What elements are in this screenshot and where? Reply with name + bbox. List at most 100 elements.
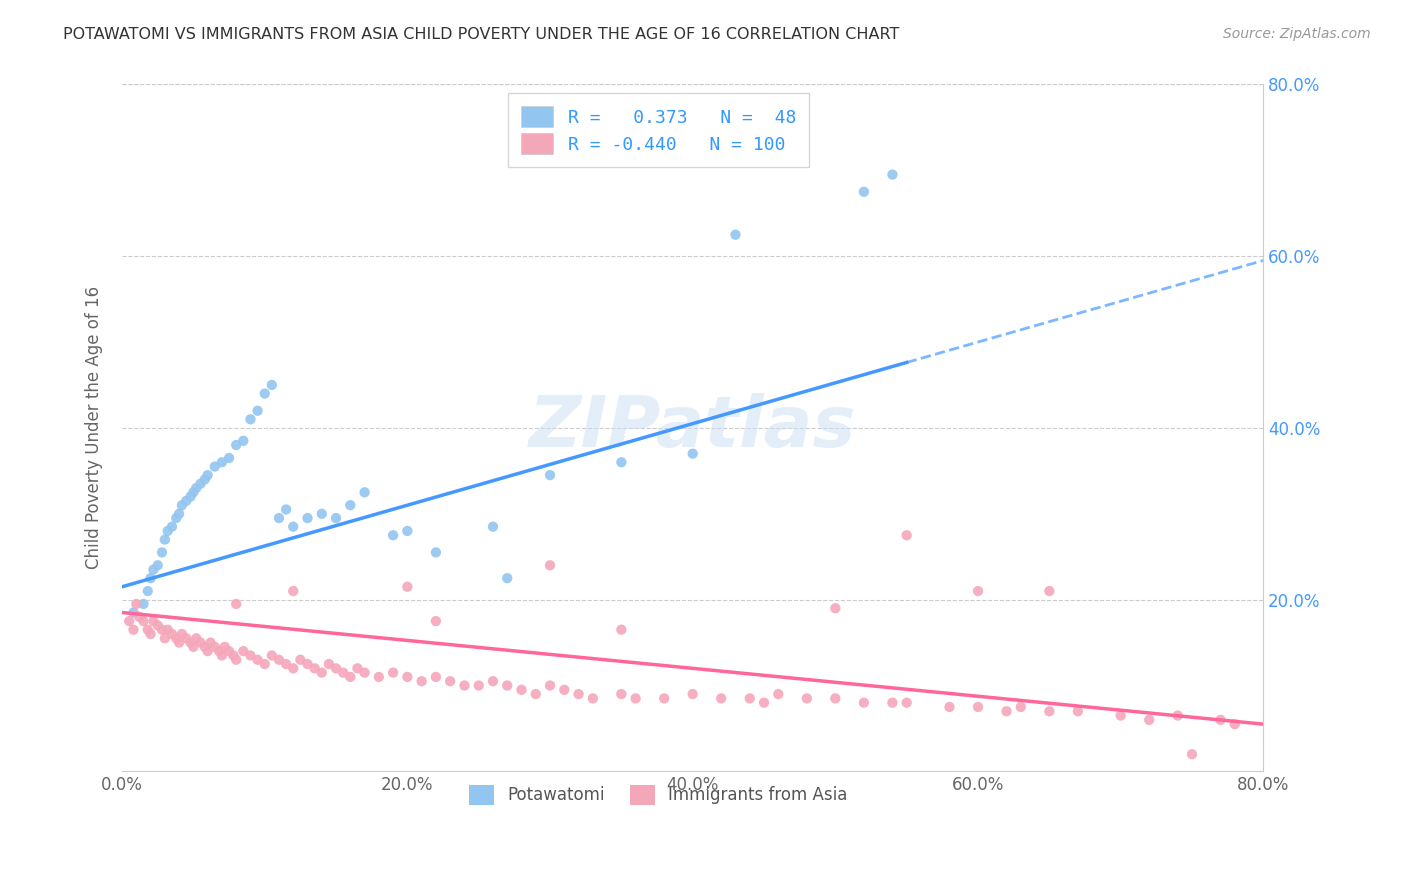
Point <box>538 468 561 483</box>
Point <box>824 691 846 706</box>
Point <box>339 498 361 512</box>
Point <box>211 455 233 469</box>
Point <box>156 524 179 538</box>
Point <box>153 533 176 547</box>
Point <box>353 485 375 500</box>
Point <box>311 507 333 521</box>
Point <box>218 644 240 658</box>
Point <box>208 644 231 658</box>
Point <box>174 494 197 508</box>
Point <box>225 597 247 611</box>
Point <box>165 632 187 646</box>
Point <box>967 584 990 599</box>
Point <box>190 476 212 491</box>
Point <box>425 670 447 684</box>
Point <box>1067 704 1090 718</box>
Point <box>142 563 165 577</box>
Point <box>896 528 918 542</box>
Point <box>156 623 179 637</box>
Point <box>318 657 340 671</box>
Point <box>425 545 447 559</box>
Point <box>180 490 202 504</box>
Point <box>624 691 647 706</box>
Point <box>752 696 775 710</box>
Point <box>122 606 145 620</box>
Point <box>439 674 461 689</box>
Point <box>253 386 276 401</box>
Point <box>146 558 169 573</box>
Point <box>339 670 361 684</box>
Point <box>204 640 226 654</box>
Point <box>796 691 818 706</box>
Point <box>225 653 247 667</box>
Legend: Potawatomi, Immigrants from Asia: Potawatomi, Immigrants from Asia <box>460 775 858 814</box>
Point <box>197 468 219 483</box>
Point <box>260 378 283 392</box>
Point <box>538 558 561 573</box>
Point <box>165 511 187 525</box>
Point <box>222 648 245 663</box>
Point <box>204 459 226 474</box>
Point <box>136 623 159 637</box>
Point <box>139 571 162 585</box>
Point <box>411 674 433 689</box>
Point <box>332 665 354 680</box>
Point <box>170 627 193 641</box>
Point <box>367 670 389 684</box>
Point <box>136 584 159 599</box>
Point <box>610 455 633 469</box>
Point <box>167 507 190 521</box>
Point <box>170 498 193 512</box>
Point <box>1181 747 1204 762</box>
Point <box>218 450 240 465</box>
Point <box>160 519 183 533</box>
Point <box>186 632 208 646</box>
Point <box>194 640 217 654</box>
Point <box>153 632 176 646</box>
Point <box>132 597 155 611</box>
Point <box>239 648 262 663</box>
Point <box>167 635 190 649</box>
Point <box>682 687 704 701</box>
Point <box>738 691 761 706</box>
Y-axis label: Child Poverty Under the Age of 16: Child Poverty Under the Age of 16 <box>86 286 103 569</box>
Point <box>160 627 183 641</box>
Point <box>710 691 733 706</box>
Point <box>211 648 233 663</box>
Point <box>1038 584 1060 599</box>
Point <box>610 687 633 701</box>
Point <box>267 511 290 525</box>
Point <box>283 584 305 599</box>
Point <box>882 696 904 710</box>
Point <box>128 610 150 624</box>
Point <box>122 623 145 637</box>
Point <box>682 447 704 461</box>
Point <box>382 528 405 542</box>
Text: POTAWATOMI VS IMMIGRANTS FROM ASIA CHILD POVERTY UNDER THE AGE OF 16 CORRELATION: POTAWATOMI VS IMMIGRANTS FROM ASIA CHILD… <box>63 27 900 42</box>
Point <box>297 511 319 525</box>
Point <box>396 670 419 684</box>
Point <box>353 665 375 680</box>
Point <box>186 481 208 495</box>
Point <box>567 687 589 701</box>
Point <box>274 502 297 516</box>
Point <box>274 657 297 671</box>
Point <box>453 679 475 693</box>
Point <box>652 691 675 706</box>
Point <box>824 601 846 615</box>
Point <box>150 623 173 637</box>
Point <box>253 657 276 671</box>
Point <box>139 627 162 641</box>
Point <box>180 635 202 649</box>
Point <box>283 661 305 675</box>
Point <box>1223 717 1246 731</box>
Point <box>852 696 875 710</box>
Point <box>553 682 575 697</box>
Point <box>1209 713 1232 727</box>
Point <box>183 485 205 500</box>
Point <box>967 700 990 714</box>
Point <box>174 632 197 646</box>
Point <box>1038 704 1060 718</box>
Point <box>246 403 269 417</box>
Point <box>304 661 326 675</box>
